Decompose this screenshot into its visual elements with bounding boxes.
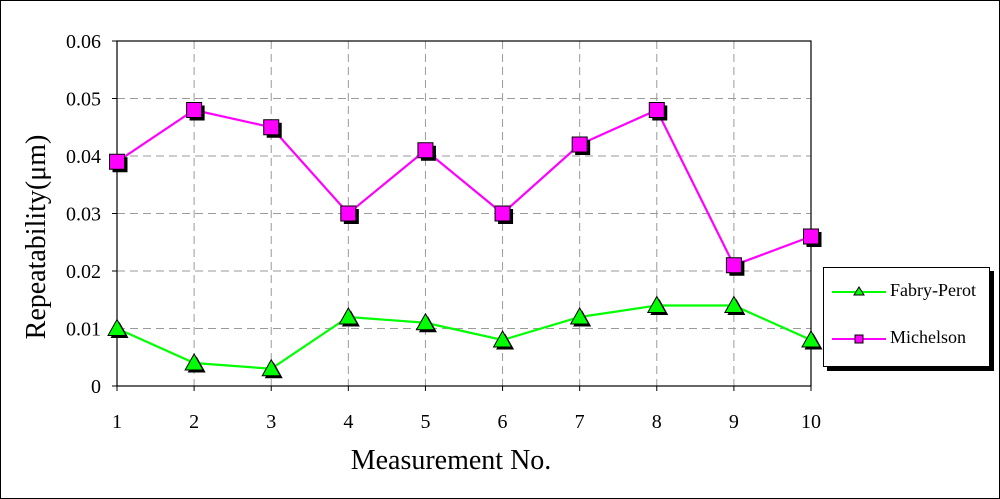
data-point (725, 257, 742, 274)
data-point (415, 312, 436, 331)
x-tick-label: 8 (652, 411, 662, 433)
data-point (724, 295, 744, 313)
y-tick-label: 0.06 (66, 31, 101, 53)
legend-swatch-triangle (832, 286, 886, 296)
y-tick-label: 0.03 (66, 204, 101, 226)
y-tick-label: 0.05 (66, 89, 101, 111)
data-point (569, 306, 590, 325)
x-tick-label: 2 (189, 411, 199, 433)
data-point (263, 119, 280, 136)
legend-item-fabry-perot: Fabry-Perot (824, 276, 989, 306)
data-point (186, 102, 203, 118)
grid-lines (117, 41, 811, 386)
data-point (571, 136, 588, 153)
y-tick-label: 0.02 (66, 261, 101, 283)
data-point (494, 205, 511, 222)
x-tick-label: 6 (498, 411, 508, 433)
x-tick-label: 4 (343, 411, 353, 433)
data-point (646, 295, 667, 313)
data-point (417, 142, 434, 159)
data-point (803, 228, 819, 245)
data-point (801, 329, 821, 348)
series-fabry-perot (107, 295, 823, 379)
y-axis-ticks: 0 0.01 0.02 0.03 0.04 0.05 0.06 (66, 31, 117, 398)
legend-label: Fabry-Perot (890, 280, 976, 300)
data-point (492, 329, 513, 348)
legend-label: Michelson (890, 327, 966, 347)
y-tick-label: 0.04 (66, 146, 101, 168)
data-point (340, 205, 357, 222)
y-tick-label: 0 (91, 376, 101, 398)
series-layer (107, 102, 823, 379)
legend-swatch-square (832, 334, 886, 344)
data-point (109, 153, 125, 170)
series-michelson (109, 102, 822, 276)
data-point (261, 358, 282, 377)
x-tick-label: 3 (266, 411, 276, 433)
y-axis-label: Repeatability(μm) (21, 135, 52, 340)
y-tick-label: 0.01 (66, 319, 101, 341)
x-tick-label: 7 (575, 411, 585, 433)
data-point (107, 318, 127, 336)
legend-item-michelson: Michelson (824, 323, 989, 353)
data-point (184, 352, 204, 371)
data-point (338, 306, 359, 325)
x-axis-label: Measurement No. (351, 445, 552, 476)
x-tick-label: 10 (801, 411, 821, 433)
x-axis-ticks: 1 2 3 4 5 6 7 8 9 10 (112, 386, 821, 433)
x-tick-label: 9 (729, 411, 739, 433)
legend: Fabry-Perot Michelson (823, 267, 990, 367)
data-point (648, 102, 665, 118)
x-tick-label: 5 (420, 411, 430, 433)
x-tick-label: 1 (112, 411, 122, 433)
series-line (116, 304, 812, 370)
series-line (116, 108, 812, 267)
